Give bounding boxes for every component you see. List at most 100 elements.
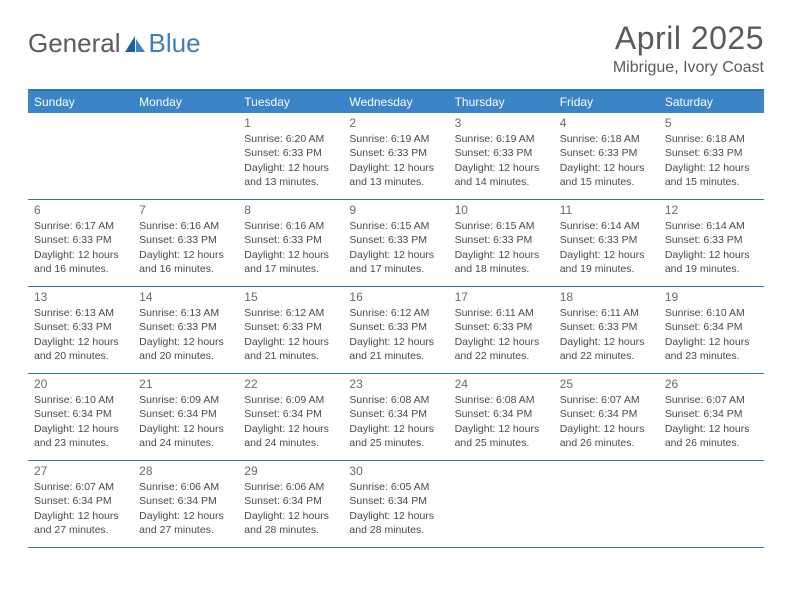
title-block: April 2025 Mibrigue, Ivory Coast [613,20,764,77]
sunrise-text: Sunrise: 6:18 AM [665,132,758,146]
sunrise-text: Sunrise: 6:06 AM [244,480,337,494]
weekday-label: Friday [554,91,659,113]
daylight2-text: and 28 minutes. [349,523,442,537]
daylight2-text: and 13 minutes. [349,175,442,189]
week-row: 20Sunrise: 6:10 AMSunset: 6:34 PMDayligh… [28,374,764,461]
daylight2-text: and 24 minutes. [139,436,232,450]
day-cell: 28Sunrise: 6:06 AMSunset: 6:34 PMDayligh… [133,461,238,547]
daylight2-text: and 26 minutes. [665,436,758,450]
sunrise-text: Sunrise: 6:12 AM [244,306,337,320]
daylight1-text: Daylight: 12 hours [244,248,337,262]
daylight1-text: Daylight: 12 hours [349,509,442,523]
daylight2-text: and 20 minutes. [139,349,232,363]
daylight2-text: and 24 minutes. [244,436,337,450]
sunrise-text: Sunrise: 6:09 AM [139,393,232,407]
sunrise-text: Sunrise: 6:12 AM [349,306,442,320]
sunset-text: Sunset: 6:33 PM [560,146,653,160]
daylight2-text: and 28 minutes. [244,523,337,537]
day-number: 7 [139,202,232,218]
daylight1-text: Daylight: 12 hours [455,335,548,349]
daylight1-text: Daylight: 12 hours [139,509,232,523]
day-number: 3 [455,115,548,131]
sunrise-text: Sunrise: 6:19 AM [455,132,548,146]
sunrise-text: Sunrise: 6:14 AM [665,219,758,233]
sunset-text: Sunset: 6:33 PM [455,233,548,247]
day-cell: 6Sunrise: 6:17 AMSunset: 6:33 PMDaylight… [28,200,133,286]
day-number: 2 [349,115,442,131]
sunset-text: Sunset: 6:34 PM [139,494,232,508]
daylight1-text: Daylight: 12 hours [244,509,337,523]
weekday-label: Tuesday [238,91,343,113]
sunrise-text: Sunrise: 6:13 AM [34,306,127,320]
sunset-text: Sunset: 6:33 PM [244,320,337,334]
sunrise-text: Sunrise: 6:14 AM [560,219,653,233]
day-cell: 16Sunrise: 6:12 AMSunset: 6:33 PMDayligh… [343,287,448,373]
sunrise-text: Sunrise: 6:09 AM [244,393,337,407]
daylight2-text: and 27 minutes. [34,523,127,537]
day-number: 30 [349,463,442,479]
week-row: 1Sunrise: 6:20 AMSunset: 6:33 PMDaylight… [28,113,764,200]
sunset-text: Sunset: 6:34 PM [34,494,127,508]
day-cell: 25Sunrise: 6:07 AMSunset: 6:34 PMDayligh… [554,374,659,460]
logo-text-general: General [28,28,121,59]
daylight1-text: Daylight: 12 hours [560,248,653,262]
daylight1-text: Daylight: 12 hours [560,422,653,436]
daylight2-text: and 16 minutes. [139,262,232,276]
sunset-text: Sunset: 6:34 PM [349,407,442,421]
daylight1-text: Daylight: 12 hours [244,422,337,436]
empty-cell [554,461,659,547]
daylight1-text: Daylight: 12 hours [349,335,442,349]
sunset-text: Sunset: 6:33 PM [139,233,232,247]
sunrise-text: Sunrise: 6:10 AM [34,393,127,407]
day-cell: 18Sunrise: 6:11 AMSunset: 6:33 PMDayligh… [554,287,659,373]
day-number: 25 [560,376,653,392]
daylight2-text: and 17 minutes. [244,262,337,276]
empty-cell [28,113,133,199]
daylight1-text: Daylight: 12 hours [665,335,758,349]
day-number: 5 [665,115,758,131]
day-number: 8 [244,202,337,218]
daylight2-text: and 16 minutes. [34,262,127,276]
weekday-label: Monday [133,91,238,113]
month-title: April 2025 [613,20,764,57]
page-header: General Blue April 2025 Mibrigue, Ivory … [28,20,764,77]
day-cell: 13Sunrise: 6:13 AMSunset: 6:33 PMDayligh… [28,287,133,373]
daylight1-text: Daylight: 12 hours [349,248,442,262]
day-number: 24 [455,376,548,392]
daylight1-text: Daylight: 12 hours [34,248,127,262]
sunrise-text: Sunrise: 6:07 AM [560,393,653,407]
day-cell: 1Sunrise: 6:20 AMSunset: 6:33 PMDaylight… [238,113,343,199]
day-cell: 23Sunrise: 6:08 AMSunset: 6:34 PMDayligh… [343,374,448,460]
sunset-text: Sunset: 6:33 PM [665,146,758,160]
sunrise-text: Sunrise: 6:16 AM [244,219,337,233]
sunset-text: Sunset: 6:33 PM [665,233,758,247]
sunset-text: Sunset: 6:34 PM [665,407,758,421]
daylight2-text: and 17 minutes. [349,262,442,276]
day-cell: 27Sunrise: 6:07 AMSunset: 6:34 PMDayligh… [28,461,133,547]
daylight2-text: and 22 minutes. [560,349,653,363]
daylight2-text: and 23 minutes. [34,436,127,450]
day-cell: 9Sunrise: 6:15 AMSunset: 6:33 PMDaylight… [343,200,448,286]
daylight1-text: Daylight: 12 hours [349,422,442,436]
daylight1-text: Daylight: 12 hours [455,161,548,175]
logo: General Blue [28,28,201,59]
daylight1-text: Daylight: 12 hours [665,248,758,262]
sunrise-text: Sunrise: 6:07 AM [34,480,127,494]
sunset-text: Sunset: 6:33 PM [455,146,548,160]
daylight2-text: and 19 minutes. [665,262,758,276]
weekday-label: Wednesday [343,91,448,113]
day-number: 21 [139,376,232,392]
day-cell: 22Sunrise: 6:09 AMSunset: 6:34 PMDayligh… [238,374,343,460]
sunset-text: Sunset: 6:33 PM [349,233,442,247]
sunrise-text: Sunrise: 6:08 AM [455,393,548,407]
day-number: 20 [34,376,127,392]
day-cell: 24Sunrise: 6:08 AMSunset: 6:34 PMDayligh… [449,374,554,460]
day-cell: 20Sunrise: 6:10 AMSunset: 6:34 PMDayligh… [28,374,133,460]
daylight1-text: Daylight: 12 hours [665,422,758,436]
day-number: 28 [139,463,232,479]
day-cell: 12Sunrise: 6:14 AMSunset: 6:33 PMDayligh… [659,200,764,286]
day-cell: 7Sunrise: 6:16 AMSunset: 6:33 PMDaylight… [133,200,238,286]
day-cell: 5Sunrise: 6:18 AMSunset: 6:33 PMDaylight… [659,113,764,199]
sunset-text: Sunset: 6:33 PM [560,320,653,334]
sunset-text: Sunset: 6:34 PM [139,407,232,421]
